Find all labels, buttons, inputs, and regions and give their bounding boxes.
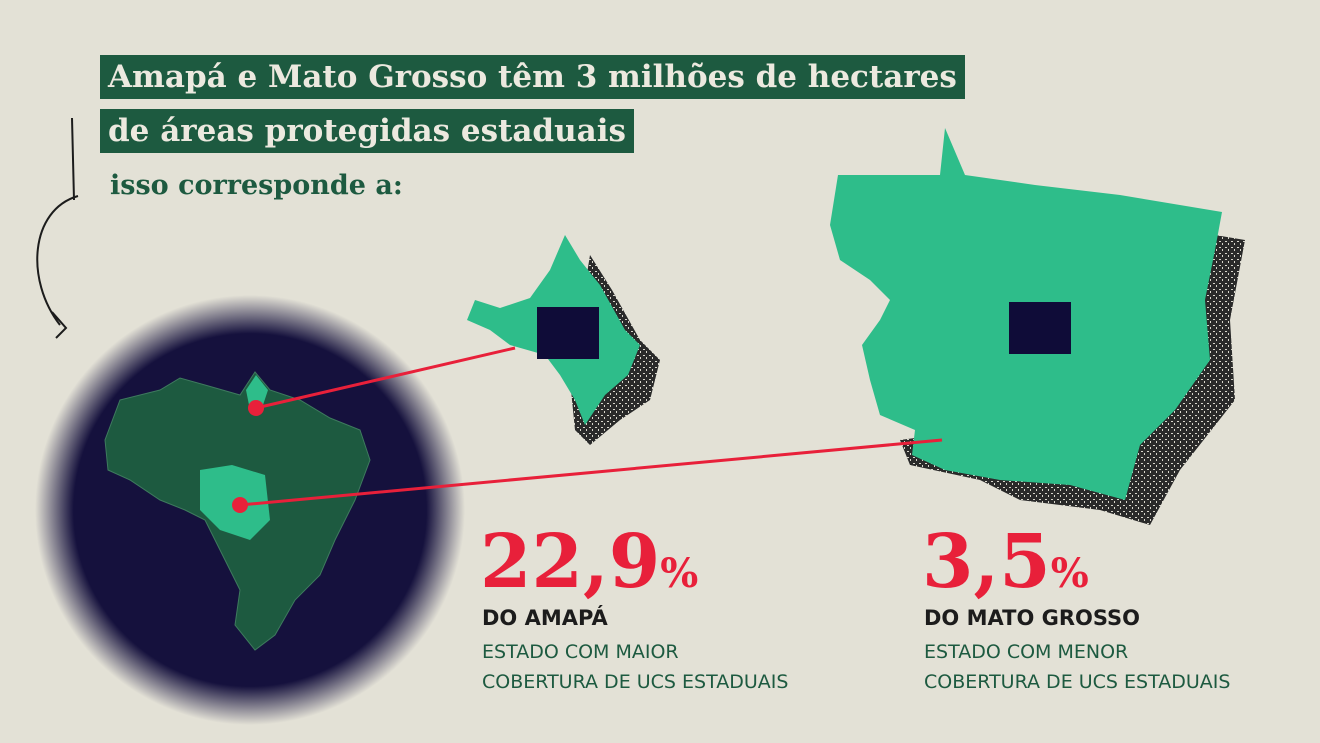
amapa-description: ESTADO COM MAIOR COBERTURA DE UCS ESTADUA… — [482, 637, 788, 697]
mato-grosso-percentage-unit: % — [1050, 550, 1089, 597]
amapa-percentage-value: 22,9 — [480, 519, 661, 605]
curved-arrow-icon — [36, 117, 79, 339]
amapa-marker — [248, 400, 264, 416]
amapa-desc-line1: ESTADO COM MAIOR — [482, 641, 679, 663]
mato-grosso-percentage-value: 3,5 — [922, 519, 1051, 605]
amapa-connector-line — [255, 346, 516, 410]
amapa-state-label: DO AMAPÁ — [482, 606, 608, 630]
mato-grosso-desc-line1: ESTADO COM MENOR — [924, 641, 1129, 663]
mato-grosso-percentage: 3,5% — [922, 522, 1089, 614]
amapa-percentage: 22,9% — [480, 522, 698, 614]
mato-grosso-marker — [232, 497, 248, 513]
amapa-percentage-unit: % — [660, 550, 699, 597]
amapa-desc-line2: COBERTURA DE UCS ESTADUAIS — [482, 671, 789, 693]
amapa-highlight-small — [246, 375, 268, 410]
mato-grosso-connector-line — [239, 438, 943, 507]
mato-grosso-desc-line2: COBERTURA DE UCS ESTADUAIS — [924, 671, 1231, 693]
amapa-protected-area — [537, 307, 599, 359]
subtitle: isso corresponde a: — [110, 170, 403, 201]
mato-grosso-state-label: DO MATO GROSSO — [924, 606, 1141, 630]
mato-grosso-description: ESTADO COM MENOR COBERTURA DE UCS ESTADUA… — [924, 637, 1230, 697]
title-line-2: de áreas protegidas estaduais — [100, 109, 634, 153]
mato-grosso-protected-area — [1009, 302, 1071, 354]
title-line-1: Amapá e Mato Grosso têm 3 milhões de hec… — [100, 55, 965, 99]
